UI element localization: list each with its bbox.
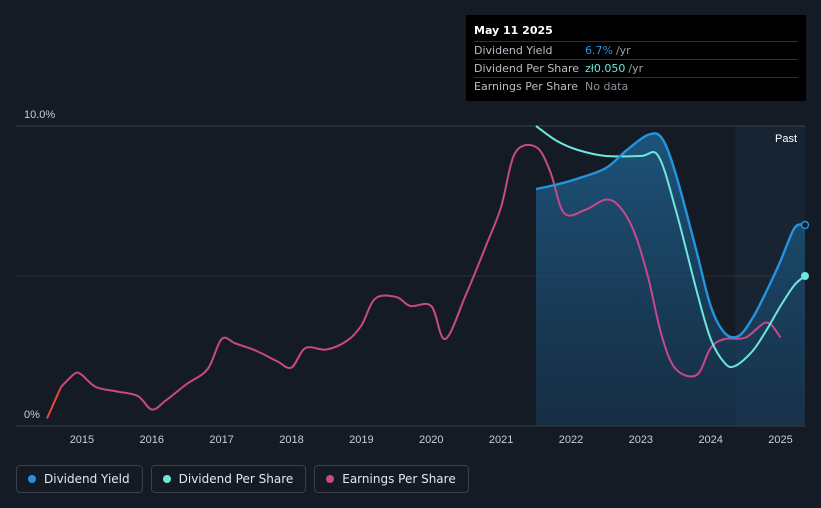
dividend-yield-line (535, 132, 806, 339)
tooltip: May 11 2025 Dividend Yield 6.7% /yr Divi… (466, 15, 806, 101)
tooltip-label: Dividend Yield (474, 44, 553, 57)
x-axis-labels: 2015 2016 2017 2018 2019 2020 2021 2022 2023 2024… (70, 434, 793, 446)
x-tick-label: 2025 (768, 434, 792, 446)
dividend-yield-area (536, 133, 805, 427)
legend-item-dividend-per-share[interactable]: Dividend Per Share (150, 465, 307, 493)
earnings-per-share-start-segment (46, 386, 62, 419)
tooltip-date: May 11 2025 (474, 24, 553, 37)
y-tick-label: 0% (24, 409, 40, 421)
tooltip-row-dividend-yield: Dividend Yield 6.7% /yr (474, 41, 798, 59)
legend-dot-icon (162, 475, 171, 483)
tooltip-row-earnings-per-share: Earnings Per Share No data (474, 77, 798, 95)
end-markers (800, 220, 810, 280)
tooltip-unit: /yr (628, 62, 644, 75)
earnings-per-share-line (60, 143, 782, 411)
x-tick-label: 2024 (698, 434, 722, 446)
tooltip-value: zł0.050 (585, 62, 626, 75)
legend-item-dividend-yield[interactable]: Dividend Yield (16, 465, 143, 493)
tooltip-value: No data (585, 80, 629, 93)
series-layer (46, 125, 806, 427)
tooltip-label: Earnings Per Share (474, 80, 579, 93)
y-tick-label: 10.0% (24, 109, 55, 121)
legend-dot-icon (28, 475, 36, 483)
tooltip-label: Dividend Per Share (474, 62, 580, 75)
legend-item-earnings-per-share[interactable]: Earnings Per Share (314, 465, 469, 493)
x-tick-label: 2015 (70, 434, 94, 446)
tooltip-row-dividend-per-share: Dividend Per Share zł0.050 /yr (474, 59, 798, 77)
tooltip-value: 6.7% (585, 44, 613, 57)
x-tick-label: 2021 (489, 434, 513, 446)
dividend-yield-end-marker (800, 220, 810, 230)
legend: Dividend Yield Dividend Per Share Earnin… (16, 465, 469, 493)
past-label: Past (775, 133, 797, 145)
legend-label: Earnings Per Share (342, 472, 456, 486)
x-tick-label: 2016 (140, 434, 164, 446)
legend-dot-icon (326, 475, 335, 483)
x-tick-label: 2022 (559, 434, 583, 446)
legend-label: Dividend Per Share (178, 472, 294, 486)
x-tick-label: 2019 (349, 434, 373, 446)
x-tick-label: 2017 (209, 434, 233, 446)
tooltip-unit: /yr (615, 44, 631, 57)
dividend-per-share-end-marker (801, 272, 809, 280)
x-tick-label: 2018 (279, 434, 303, 446)
x-tick-label: 2020 (419, 434, 443, 446)
y-axis-labels: 10.0% 0% (24, 109, 55, 421)
x-tick-label: 2023 (629, 434, 653, 446)
dividend-per-share-line (535, 125, 806, 369)
legend-label: Dividend Yield (44, 472, 130, 486)
